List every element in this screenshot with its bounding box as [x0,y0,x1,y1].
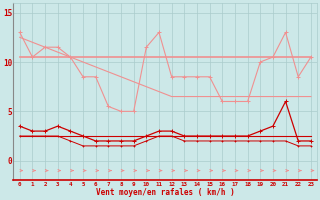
X-axis label: Vent moyen/en rafales ( km/h ): Vent moyen/en rafales ( km/h ) [96,188,235,197]
